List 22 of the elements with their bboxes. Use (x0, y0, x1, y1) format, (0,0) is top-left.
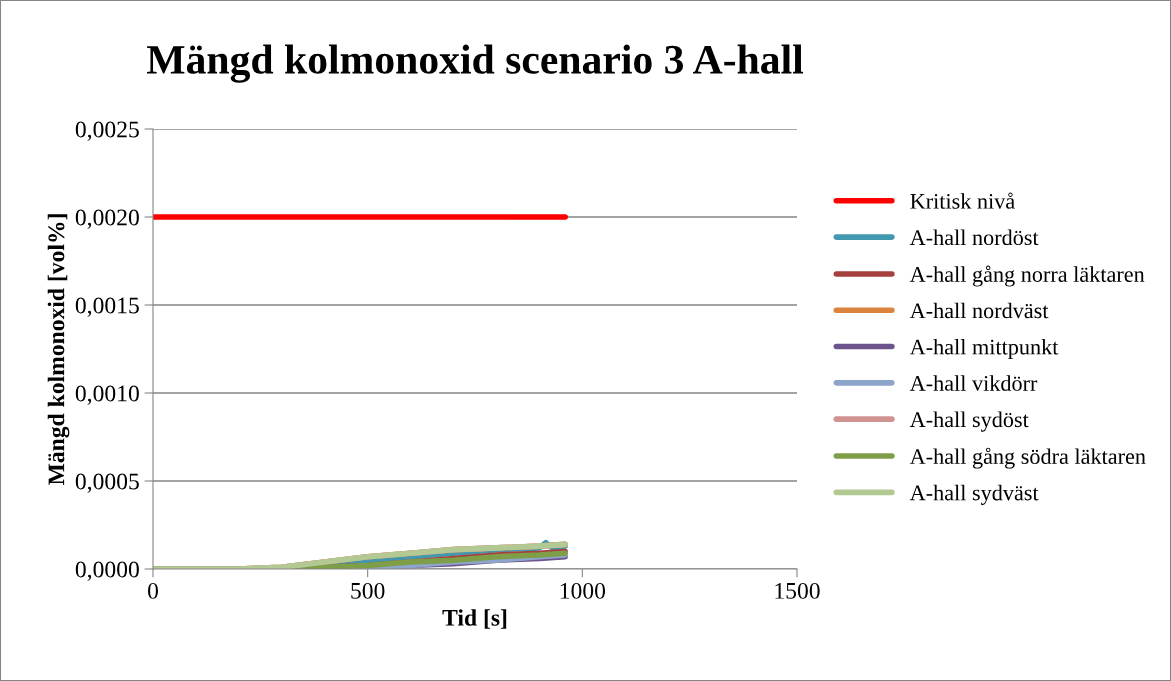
x-axis-title: Tid [s] (442, 609, 507, 629)
legend-label: A-hall vikdörr (909, 375, 1038, 391)
y-axis-title: Mängd kolmonoxid [vol%] (47, 214, 70, 486)
x-tick-label: 0 (148, 582, 158, 599)
legend-label: A-hall sydöst (909, 411, 1029, 432)
legend-label: A-hall gång södra läktaren (909, 447, 1146, 469)
legend-label: Kritisk nivå (910, 192, 1015, 209)
x-tick-label: 1500 (775, 582, 820, 599)
legend-label: A-hall gång norra läktaren (909, 265, 1145, 287)
y-tick-label: 0,0005 (75, 473, 139, 493)
y-tick-label: 0,0020 (75, 209, 139, 229)
legend-label: A-hall nordväst (909, 302, 1049, 319)
y-tick-label: 0,0000 (75, 561, 139, 581)
y-tick-label: 0,0015 (75, 297, 139, 317)
chart-title: Mängd kolmonoxid scenario 3 A-hall (146, 44, 804, 83)
y-tick-label: 0,0025 (75, 121, 139, 141)
x-tick-label: 500 (351, 582, 385, 599)
x-tick-label: 1000 (560, 582, 606, 599)
y-tick-label: 0,0010 (75, 385, 139, 405)
legend-label: A-hall mittpunkt (909, 338, 1059, 360)
legend-label: A-hall sydväst (909, 484, 1039, 505)
legend-label: A-hall nordöst (909, 229, 1039, 246)
